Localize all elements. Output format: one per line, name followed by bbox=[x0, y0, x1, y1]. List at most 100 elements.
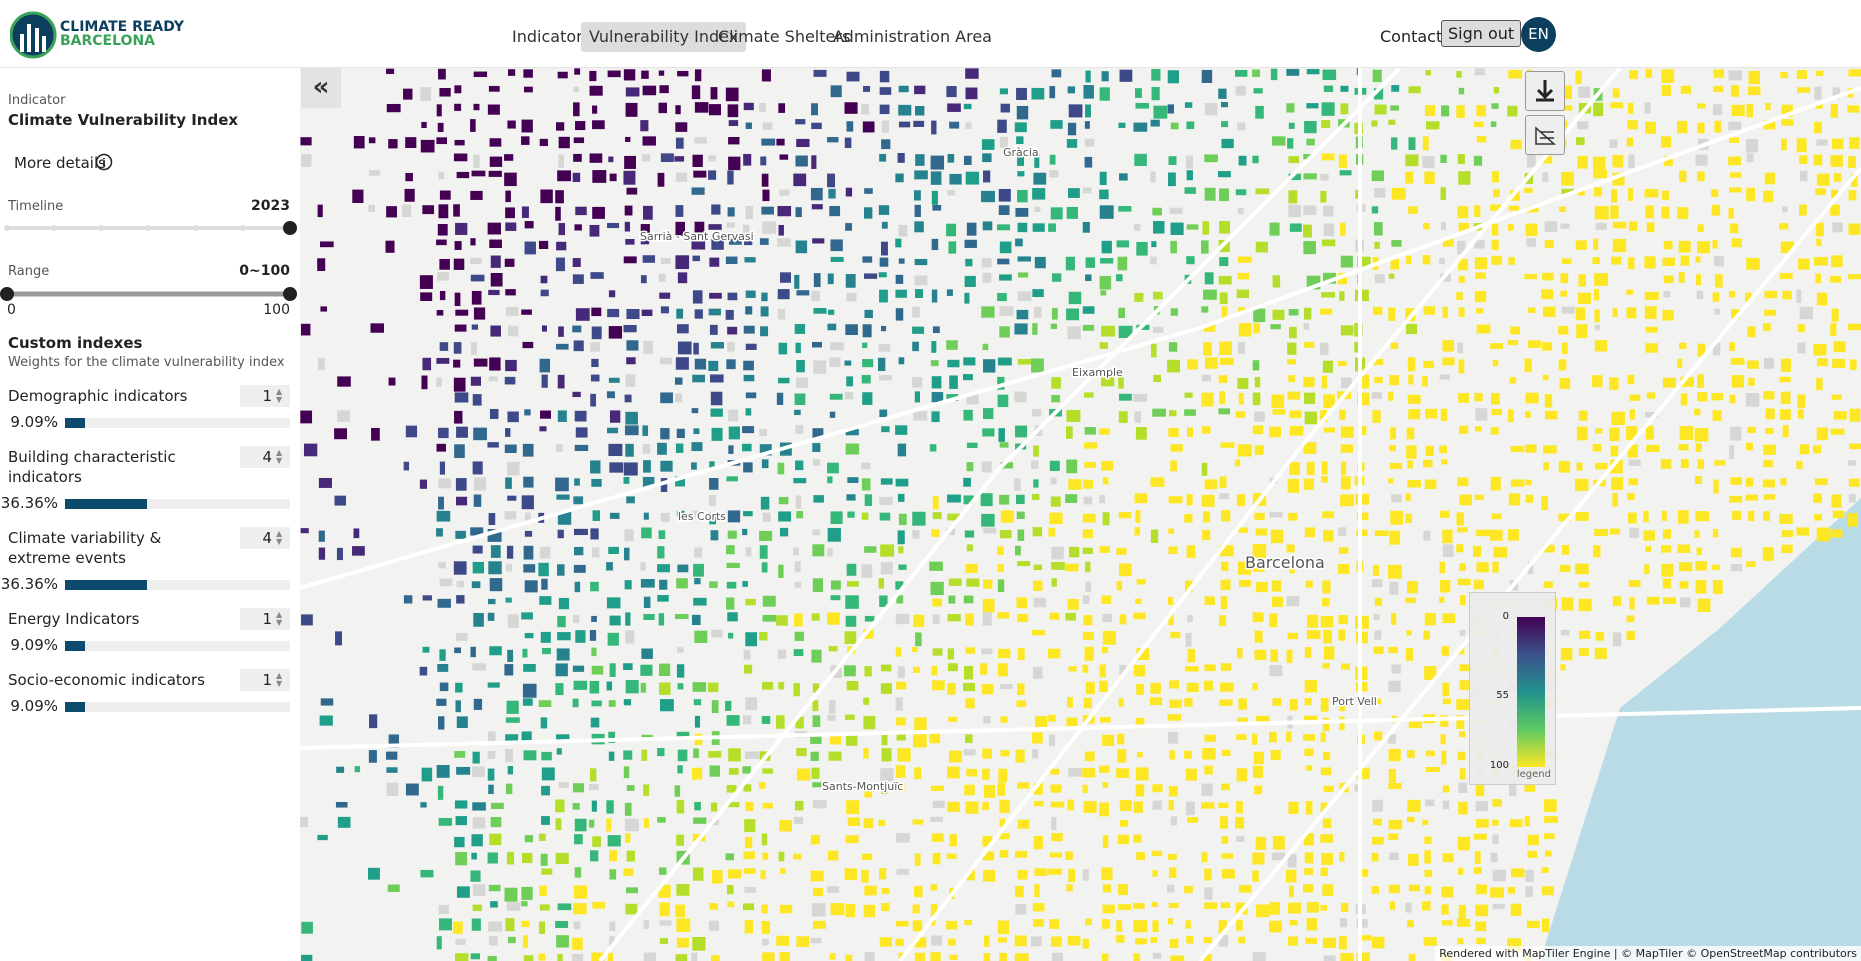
building bbox=[470, 190, 483, 200]
layer-button[interactable] bbox=[1525, 115, 1565, 155]
download-button[interactable] bbox=[1525, 71, 1565, 111]
building bbox=[555, 257, 565, 272]
building bbox=[521, 206, 529, 218]
building bbox=[827, 886, 840, 893]
building bbox=[1119, 393, 1132, 401]
building bbox=[1372, 306, 1383, 315]
building bbox=[912, 920, 923, 932]
nav-item[interactable]: Climate Shelters bbox=[718, 27, 851, 46]
building bbox=[589, 850, 599, 862]
nav-item[interactable]: Vulnerability Index bbox=[581, 22, 747, 52]
building bbox=[1202, 221, 1210, 235]
building bbox=[1475, 272, 1486, 279]
building bbox=[1237, 561, 1252, 575]
building bbox=[931, 120, 937, 135]
contact-link[interactable]: Contact bbox=[1380, 27, 1443, 46]
timeline-slider[interactable] bbox=[0, 218, 300, 238]
building bbox=[574, 444, 589, 452]
building bbox=[863, 904, 876, 918]
building bbox=[1595, 631, 1605, 641]
building bbox=[1049, 852, 1063, 858]
building bbox=[694, 630, 708, 643]
weight-input[interactable]: 4 bbox=[240, 527, 290, 549]
building bbox=[659, 682, 671, 695]
building bbox=[572, 325, 582, 333]
building bbox=[1254, 630, 1263, 643]
building bbox=[557, 71, 568, 79]
building bbox=[694, 801, 701, 811]
building bbox=[1219, 615, 1227, 627]
building bbox=[1779, 376, 1791, 383]
building bbox=[437, 272, 449, 281]
building bbox=[796, 748, 807, 757]
building bbox=[1152, 408, 1166, 417]
building bbox=[1645, 205, 1655, 219]
indicator-name: Climate Vulnerability Index bbox=[8, 111, 239, 129]
nav-item[interactable]: Administration Area bbox=[833, 27, 992, 46]
building bbox=[1695, 154, 1708, 166]
building bbox=[1561, 188, 1574, 194]
sign-out-button[interactable]: Sign out bbox=[1441, 20, 1522, 47]
building bbox=[1629, 394, 1641, 401]
building bbox=[709, 478, 719, 490]
building bbox=[1525, 223, 1538, 237]
range-slider[interactable] bbox=[0, 284, 300, 304]
weight-input[interactable]: 4 bbox=[240, 446, 290, 468]
weight-input[interactable]: 1 bbox=[240, 608, 290, 630]
building bbox=[1203, 937, 1213, 944]
collapse-button[interactable]: « bbox=[301, 68, 341, 108]
building bbox=[558, 223, 566, 236]
building bbox=[982, 612, 992, 626]
building bbox=[1405, 154, 1419, 167]
map-label: Eixample bbox=[1072, 366, 1123, 379]
weight-input[interactable]: 1 bbox=[240, 669, 290, 691]
building bbox=[623, 462, 638, 476]
building bbox=[456, 716, 468, 729]
info-icon[interactable] bbox=[95, 153, 115, 173]
building bbox=[368, 750, 377, 763]
building bbox=[864, 188, 873, 194]
building bbox=[1187, 817, 1199, 823]
building bbox=[1578, 581, 1589, 588]
language-button[interactable]: EN bbox=[1521, 17, 1556, 52]
building bbox=[1474, 240, 1485, 249]
building bbox=[623, 699, 632, 706]
building bbox=[589, 768, 597, 782]
building bbox=[1068, 291, 1082, 305]
building bbox=[558, 782, 569, 788]
building bbox=[1017, 189, 1028, 203]
building bbox=[453, 258, 465, 270]
building bbox=[591, 665, 604, 675]
building bbox=[436, 239, 447, 246]
building bbox=[1303, 478, 1314, 490]
building bbox=[523, 750, 537, 761]
building bbox=[1323, 85, 1334, 93]
weight-input[interactable]: 1 bbox=[240, 385, 290, 407]
building bbox=[1252, 392, 1261, 406]
building bbox=[881, 732, 888, 746]
building bbox=[1320, 342, 1329, 355]
building bbox=[1167, 884, 1175, 893]
building bbox=[745, 408, 752, 416]
building bbox=[1289, 410, 1302, 419]
nav-item[interactable]: Indicators bbox=[512, 27, 592, 46]
building bbox=[1730, 426, 1742, 441]
building bbox=[1016, 700, 1027, 707]
building bbox=[607, 427, 619, 434]
building bbox=[1286, 731, 1292, 742]
building bbox=[1118, 884, 1129, 896]
building bbox=[1816, 377, 1823, 391]
building bbox=[677, 647, 684, 653]
building bbox=[1051, 578, 1057, 587]
building bbox=[1476, 562, 1489, 573]
building bbox=[1524, 358, 1532, 373]
building bbox=[1133, 920, 1148, 933]
building bbox=[709, 292, 722, 299]
building bbox=[643, 784, 650, 796]
more-details[interactable]: More details bbox=[14, 154, 106, 172]
building bbox=[453, 204, 460, 217]
building bbox=[813, 920, 827, 929]
building bbox=[337, 376, 351, 387]
building bbox=[504, 154, 514, 161]
building bbox=[1153, 291, 1163, 300]
